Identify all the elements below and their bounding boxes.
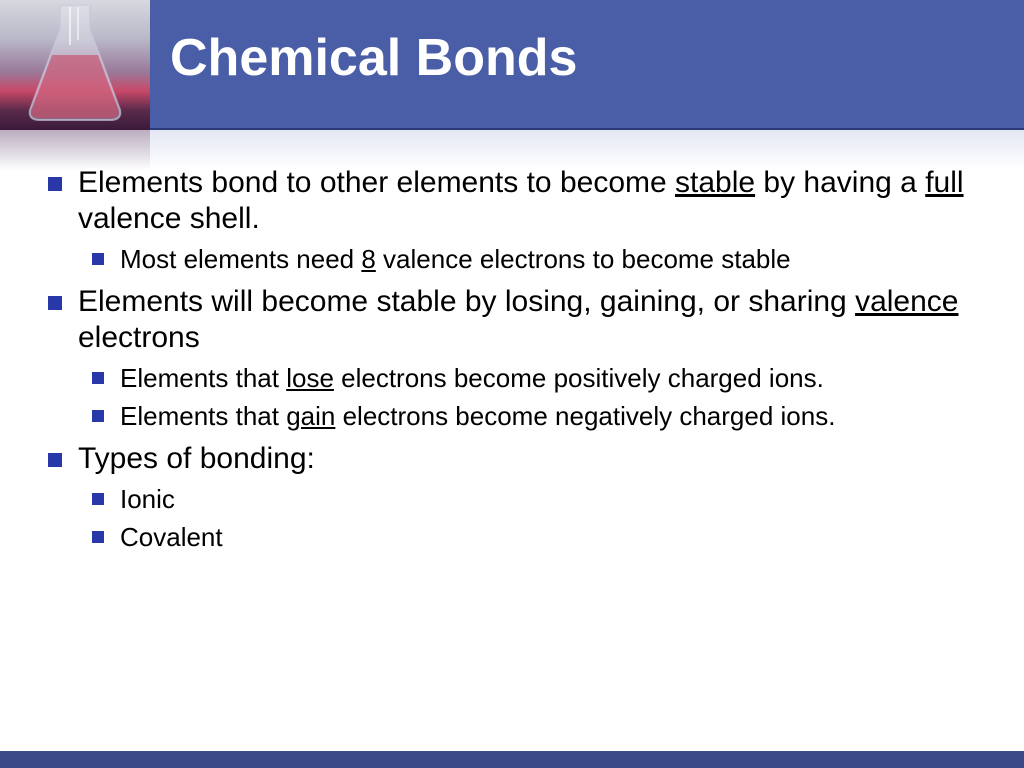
bullet-level2: Elements that gain electrons become nega… — [86, 400, 984, 433]
text-segment: by having a — [755, 166, 925, 199]
footer-bar — [0, 750, 1024, 768]
text-segment: Types of bonding: — [78, 442, 315, 475]
flask-image — [0, 0, 150, 130]
underlined-text: 8 — [361, 244, 375, 274]
underlined-text: gain — [286, 401, 335, 431]
header-bar: Chemical Bonds — [0, 0, 1024, 130]
text-segment: Elements will become stable by losing, g… — [78, 285, 855, 318]
bullet-level1: Elements will become stable by losing, g… — [40, 284, 984, 433]
bullet-level1: Types of bonding: Ionic Covalent — [40, 441, 984, 554]
flask-icon — [20, 5, 130, 125]
text-segment: valence electrons to become stable — [376, 244, 791, 274]
bullet-level1: Elements bond to other elements to becom… — [40, 165, 984, 276]
text-segment: Elements that — [120, 363, 286, 393]
text-segment: valence shell. — [78, 202, 260, 235]
slide-content: Elements bond to other elements to becom… — [40, 165, 984, 562]
bullet-level2: Elements that lose electrons become posi… — [86, 362, 984, 395]
underlined-text: stable — [675, 166, 755, 199]
bullet-level2: Covalent — [86, 521, 984, 554]
text-segment: electrons become positively charged ions… — [334, 363, 824, 393]
text-segment: electrons — [78, 321, 200, 354]
bullet-level2: Ionic — [86, 483, 984, 516]
slide-title: Chemical Bonds — [170, 28, 577, 88]
text-segment: electrons become negatively charged ions… — [335, 401, 835, 431]
underlined-text: lose — [286, 363, 334, 393]
header-reflection — [0, 130, 1024, 170]
text-segment: Elements that — [120, 401, 286, 431]
text-segment: Most elements need — [120, 244, 361, 274]
bullet-level2: Most elements need 8 valence electrons t… — [86, 243, 984, 276]
image-reflection — [0, 130, 150, 170]
text-segment: Covalent — [120, 522, 223, 552]
underlined-text: full — [925, 166, 963, 199]
text-segment: Elements bond to other elements to becom… — [78, 166, 675, 199]
underlined-text: valence — [855, 285, 958, 318]
text-segment: Ionic — [120, 484, 175, 514]
